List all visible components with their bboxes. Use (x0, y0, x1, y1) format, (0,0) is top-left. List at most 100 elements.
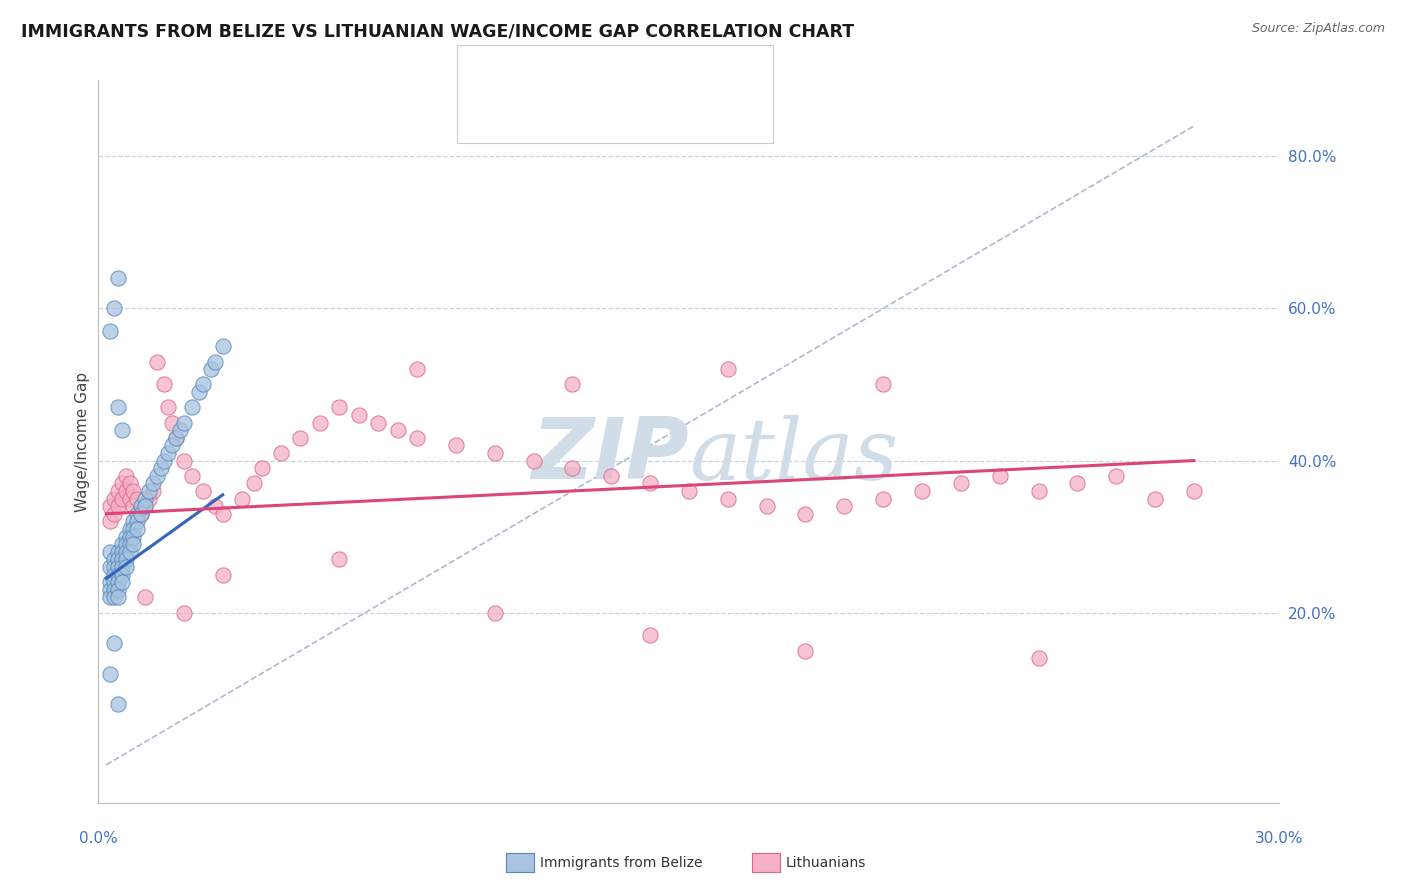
Point (347, 408, 370, 422)
Text: Lithuanians: Lithuanians (786, 855, 866, 870)
Point (127, 515, 149, 529)
Point (149, 461, 172, 475)
Point (98, 666, 121, 681)
Point (180, 401, 202, 415)
Point (114, 552, 136, 566)
Point (107, 401, 129, 415)
Point (169, 423, 191, 437)
Point (406, 431, 429, 445)
Point (111, 423, 134, 437)
Point (328, 552, 350, 566)
Text: N = 72: N = 72 (626, 103, 683, 120)
Text: atlas: atlas (689, 415, 898, 498)
Point (107, 560, 129, 574)
Point (145, 354, 167, 368)
Point (162, 438, 183, 452)
Point (153, 377, 176, 392)
Point (98, 324, 121, 338)
Point (118, 476, 141, 491)
Point (1144, 491, 1167, 506)
Point (290, 431, 312, 445)
Point (211, 507, 233, 521)
Point (142, 483, 165, 498)
Point (107, 591, 129, 605)
Point (107, 483, 129, 498)
Point (111, 537, 134, 551)
Point (118, 491, 141, 506)
Point (111, 575, 134, 590)
Point (1066, 476, 1088, 491)
Point (522, 453, 544, 467)
Point (173, 416, 195, 430)
Point (107, 575, 129, 590)
Point (157, 401, 180, 415)
Point (114, 468, 136, 483)
Point (127, 522, 149, 536)
Point (111, 491, 134, 506)
Text: ZIP: ZIP (531, 415, 689, 498)
Point (129, 507, 152, 521)
Point (103, 575, 125, 590)
Point (1182, 483, 1205, 498)
Point (142, 476, 165, 491)
Point (204, 354, 226, 368)
Point (122, 530, 145, 544)
Point (755, 499, 778, 513)
Point (98, 591, 121, 605)
Point (103, 301, 125, 316)
Point (103, 567, 125, 582)
Point (103, 582, 125, 597)
Point (118, 522, 141, 536)
Point (193, 377, 215, 392)
Point (717, 362, 740, 376)
Point (1028, 483, 1050, 498)
Point (98, 499, 121, 513)
Point (561, 461, 583, 475)
Point (107, 552, 129, 566)
Point (484, 606, 506, 620)
Point (406, 362, 429, 376)
Text: IMMIGRANTS FROM BELIZE VS LITHUANIAN WAGE/INCOME GAP CORRELATION CHART: IMMIGRANTS FROM BELIZE VS LITHUANIAN WAG… (21, 22, 855, 40)
Point (107, 499, 129, 513)
Point (138, 491, 160, 506)
Point (103, 560, 125, 574)
Point (98, 582, 121, 597)
Point (834, 499, 856, 513)
Point (118, 545, 141, 559)
Point (165, 431, 187, 445)
Point (717, 491, 740, 506)
Point (111, 552, 134, 566)
Point (270, 446, 292, 460)
Point (204, 499, 226, 513)
Point (111, 560, 134, 574)
Point (173, 453, 195, 467)
Point (134, 491, 156, 506)
Point (211, 567, 233, 582)
Point (122, 483, 145, 498)
Text: 0.0%: 0.0% (79, 831, 118, 846)
Text: Immigrants from Belize: Immigrants from Belize (540, 855, 703, 870)
Point (103, 507, 125, 521)
Point (103, 552, 125, 566)
Point (111, 476, 134, 491)
Point (98, 575, 121, 590)
Point (114, 545, 136, 559)
Point (107, 271, 129, 285)
Point (180, 468, 202, 483)
Point (122, 499, 145, 513)
Point (98, 560, 121, 574)
Point (134, 591, 156, 605)
Point (129, 499, 152, 513)
Point (122, 515, 145, 529)
Point (114, 560, 136, 574)
Point (107, 567, 129, 582)
Point (107, 545, 129, 559)
Point (561, 377, 583, 392)
Point (134, 499, 156, 513)
Point (138, 483, 160, 498)
Point (484, 446, 506, 460)
Point (165, 431, 187, 445)
Point (988, 468, 1011, 483)
Text: 30.0%: 30.0% (1256, 831, 1303, 846)
Point (162, 416, 183, 430)
